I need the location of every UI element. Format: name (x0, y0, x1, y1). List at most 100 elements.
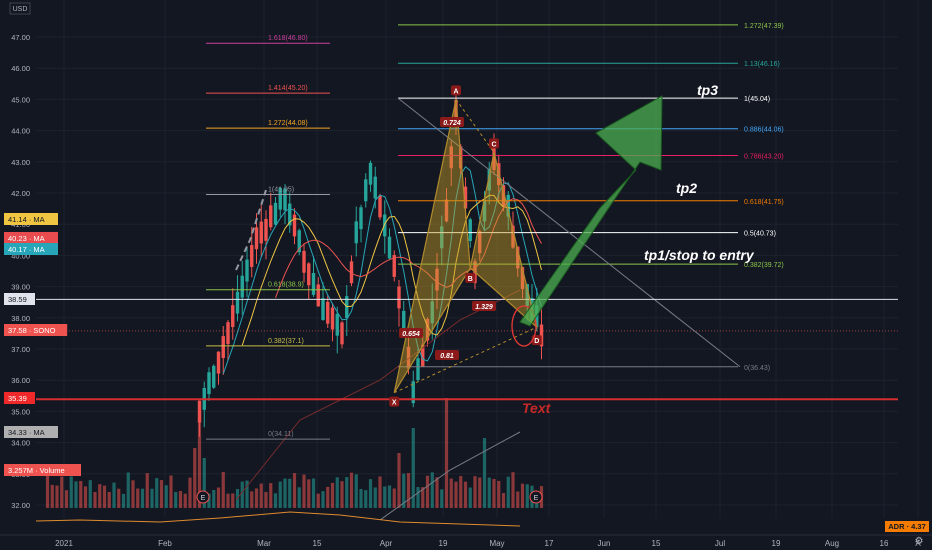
volume-bar (525, 484, 529, 508)
x-axis[interactable]: 2021 Feb Mar 15 Apr 19 May 17 Jun 15 Jul 19 Aug 16 A (0, 534, 932, 548)
price-tag-label: 34.33 · MA (8, 428, 45, 437)
pattern-ratio-badge (440, 117, 464, 127)
price-tag (4, 293, 35, 305)
fib-level-label: 0(36.43) (744, 365, 770, 372)
volume-bar (121, 493, 126, 508)
volume-bar (126, 472, 130, 508)
candle-body (539, 324, 544, 347)
volume-bar (397, 453, 401, 508)
volume-bar (140, 488, 145, 508)
price-tag-label: 35.39 (8, 394, 27, 403)
y-tick-label: 32.00 (11, 501, 30, 510)
fib-level-label: 0.5(40.73) (744, 231, 776, 238)
volume-bar (326, 486, 330, 508)
volume-bar (102, 485, 107, 508)
y-tick-label: 45.00 (11, 95, 30, 104)
volume-bar (392, 488, 396, 508)
target-arrow[interactable] (519, 95, 663, 327)
candle-body (482, 199, 487, 222)
volume-bar (240, 481, 244, 508)
y-axis[interactable]: 47.0046.0045.0044.0043.0042.0041.0040.00… (0, 0, 81, 535)
candle-body (492, 148, 496, 170)
candle-body (520, 267, 525, 289)
volume-bar (497, 480, 501, 508)
fib-extension-left[interactable]: 1.618(46.80) 1.414(45.20) 1.272(44.08) 1(41… (206, 35, 330, 440)
volume-bar (349, 472, 354, 508)
volume-bar (444, 398, 449, 508)
candle-body (364, 179, 368, 202)
volume-bar (478, 477, 482, 508)
volume-bar (292, 473, 297, 508)
volume-bar (516, 491, 520, 508)
volume-bar (216, 487, 221, 508)
candle-body (326, 301, 330, 324)
x-tick-label: Aug (825, 539, 839, 548)
candle-body (307, 263, 311, 286)
pattern-ratio-badge (435, 350, 459, 360)
volume-bar (307, 479, 311, 508)
volume-bar (335, 477, 339, 508)
candle-body (311, 273, 316, 295)
volume-bar (506, 476, 510, 508)
candle-body (354, 221, 358, 244)
volume-bar (492, 478, 496, 508)
volume-bar (269, 483, 273, 508)
volume-bar (411, 428, 415, 508)
candle-body (278, 187, 282, 210)
volume-bar (112, 482, 116, 508)
candle-body (254, 227, 259, 250)
volume-bar (83, 486, 88, 508)
volume-bar (421, 487, 425, 508)
earnings-marker-icon[interactable] (529, 490, 543, 504)
fib-trend-line (397, 97, 741, 368)
volume-bar (340, 481, 344, 508)
volume-bar (468, 487, 472, 508)
harmonic-pattern[interactable]: X A B C D 0.724 1.329 0.654 0.81 (389, 85, 542, 407)
fib-level-label: 1.272(44.08) (268, 120, 308, 127)
pattern-point-label: C (491, 141, 496, 148)
fib-level-label: 0.886(44.06) (744, 127, 784, 134)
x-tick-label: 19 (439, 539, 448, 548)
pattern-ratio-label: 0.81 (440, 353, 454, 360)
candle-body (387, 236, 392, 259)
volume-bar (368, 479, 373, 508)
y-tick-label: 46.00 (11, 64, 30, 73)
settings-gear-icon[interactable]: ⚙ (914, 535, 924, 547)
volume-bar (245, 480, 249, 508)
volume-bar (473, 476, 477, 508)
currency-label: USD (13, 6, 28, 13)
candle-body (283, 188, 287, 211)
ma-line-mid (241, 194, 542, 346)
candle-body (449, 146, 453, 169)
candle-body (197, 400, 202, 423)
x-tick-label: 16 (880, 539, 889, 548)
volume-bar (212, 489, 216, 508)
candle-body (235, 291, 240, 314)
earnings-marker-label: E (534, 495, 539, 502)
entry-highlight-ellipse[interactable] (511, 305, 537, 347)
candle-body (440, 226, 444, 249)
volume-bar (169, 475, 173, 508)
candle-body (335, 313, 339, 336)
volume-bar (406, 473, 411, 508)
volume-bar (440, 489, 444, 508)
candle-body (226, 322, 230, 345)
pattern-ratio-label: 1.329 (475, 304, 493, 311)
volume-bar (174, 491, 178, 508)
volume-bar (288, 478, 292, 508)
candle-body (454, 99, 458, 122)
candle-body (212, 365, 216, 388)
candle-body (435, 268, 439, 291)
earnings-marker-icon[interactable] (196, 490, 210, 504)
volume-bar (193, 448, 197, 508)
pattern-ratio-line (393, 267, 471, 393)
volume-bar (55, 485, 59, 508)
candle-body (487, 168, 491, 191)
price-tag-label: 3.257M · Volume (8, 466, 65, 475)
pattern-point-badge (465, 272, 476, 283)
ma-line-long (275, 198, 542, 298)
adr-indicator-label: ADR · 4.37 (888, 522, 926, 531)
volume-bar (74, 481, 78, 508)
volume-bar (430, 472, 434, 508)
